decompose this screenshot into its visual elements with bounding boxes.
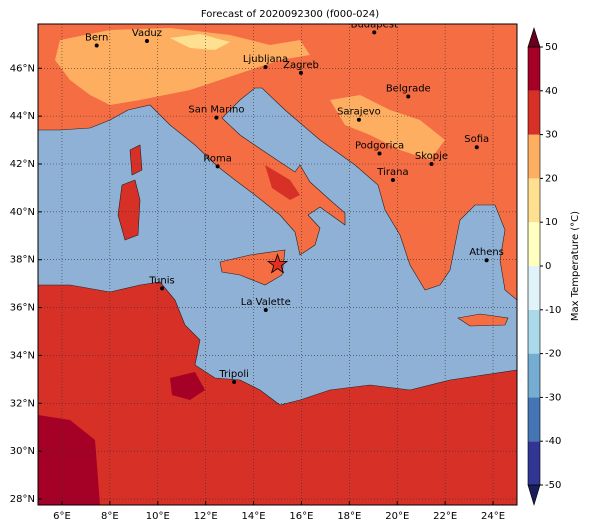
libya-hot <box>170 372 205 400</box>
city-label: Sofia <box>464 134 489 145</box>
star-marker <box>266 253 289 274</box>
colorbar-tick-label: -40 <box>545 436 561 447</box>
city-dot <box>474 145 479 150</box>
x-tick-label: 12°E <box>194 511 218 522</box>
city-label: Sarajevo <box>337 107 381 118</box>
y-tick-label: 40°N <box>10 207 35 218</box>
x-tick-label: 8°E <box>101 511 119 522</box>
city-label: Bern <box>85 33 108 44</box>
italy-warm <box>265 165 300 200</box>
colorbar-tick-label: -10 <box>545 305 561 316</box>
y-tick-label: 46°N <box>10 63 35 74</box>
colorbar-tick-label: 30 <box>545 130 558 141</box>
x-tick-label: 18°E <box>337 511 361 522</box>
y-tick-label: 38°N <box>10 255 35 266</box>
city-label: Budapest <box>351 19 398 30</box>
colorbar-tick-label: 0 <box>545 261 551 272</box>
y-tick-label: 36°N <box>10 303 35 314</box>
y-tick-label: 30°N <box>10 446 35 457</box>
africa <box>38 281 517 505</box>
city-label: San Marino <box>188 105 244 116</box>
corsica <box>129 144 143 176</box>
city-label: Belgrade <box>386 84 431 95</box>
title: Forecast of 2020092300 (f000-024) <box>201 9 379 20</box>
x-tick-label: 22°E <box>433 511 457 522</box>
city-dot <box>429 161 434 166</box>
city-dot <box>356 117 361 122</box>
colorbar-band <box>528 178 540 223</box>
y-tick-label: 34°N <box>10 350 35 361</box>
x-tick-label: 14°E <box>242 511 266 522</box>
city-label: Podgorica <box>355 140 404 151</box>
x-tick-label: 10°E <box>146 511 170 522</box>
city-dot <box>484 258 489 263</box>
city-dot <box>215 164 220 169</box>
colorbar-band <box>528 309 540 354</box>
colorbar-band <box>528 222 540 266</box>
city-dot <box>144 38 149 43</box>
colorbar-tick-label: 10 <box>545 217 558 228</box>
colorbar-band <box>528 397 540 442</box>
city-label: Roma <box>203 153 232 164</box>
colorbar-under <box>527 484 541 507</box>
colorbar-band <box>528 47 540 91</box>
colorbar-tick-label: 50 <box>545 42 558 53</box>
sicily <box>219 249 286 286</box>
city-dot <box>372 30 377 35</box>
city-dot <box>263 65 268 70</box>
sardinia <box>117 179 141 241</box>
city-dot <box>232 379 237 384</box>
colorbar-over <box>527 27 541 48</box>
x-tick-label: 6°E <box>53 511 71 522</box>
y-tick-label: 42°N <box>10 159 35 170</box>
colorbar-band <box>528 353 540 398</box>
city-label: Tirana <box>376 167 408 178</box>
colorbar-band <box>528 441 540 485</box>
map-axes: 6°E 8°E 10°E 12°E 14°E 16°E 18°E 20°E 22°E 24°E 28… <box>10 63 505 522</box>
city-dot <box>263 307 268 312</box>
x-tick-label: 24°E <box>481 511 505 522</box>
graticule <box>38 24 517 505</box>
city-label: La Valette <box>241 297 291 308</box>
y-tick-label: 28°N <box>10 494 35 505</box>
colorbar-label: Max Temperature (°C) <box>570 211 581 321</box>
city-label: Vaduz <box>132 28 162 39</box>
city-label: Tripoli <box>218 369 249 380</box>
colorbar-tick-label: 20 <box>545 173 558 184</box>
alps-cold <box>170 34 230 50</box>
colorbar-tick-label: 40 <box>545 86 558 97</box>
city-dot <box>214 115 219 120</box>
city-dot <box>406 94 411 99</box>
city-dot <box>390 178 395 183</box>
city-label: Athens <box>469 247 504 258</box>
y-tick-label: 44°N <box>10 111 35 122</box>
colorbar: -50 -40 -30 -20 -10 0 10 20 30 40 50 Max Temperatur… <box>527 27 581 507</box>
x-tick-label: 20°E <box>385 511 409 522</box>
balkan-cool <box>330 95 445 160</box>
colorbar-tick-label: -50 <box>545 480 561 491</box>
colorbar-tick-label: -20 <box>545 349 561 360</box>
colorbar-band <box>528 134 540 179</box>
city-label: Skopje <box>415 151 448 162</box>
y-tick-label: 32°N <box>10 398 35 409</box>
map-frame <box>37 23 518 506</box>
colorbar-tick-label: -30 <box>545 392 561 403</box>
alps-cool <box>55 28 310 105</box>
city-dot <box>160 286 165 291</box>
colorbar-band <box>528 90 540 135</box>
city-label: Zagreb <box>283 60 319 71</box>
city-dot <box>298 70 303 75</box>
crete <box>457 313 509 327</box>
city-label: Ljubljana <box>243 54 288 65</box>
city-dot <box>377 151 382 156</box>
city-dot <box>94 43 99 48</box>
colorbar-band <box>528 266 540 310</box>
city-label: Tunis <box>148 275 174 286</box>
x-tick-label: 16°E <box>289 511 313 522</box>
sahara-hot <box>38 415 100 505</box>
